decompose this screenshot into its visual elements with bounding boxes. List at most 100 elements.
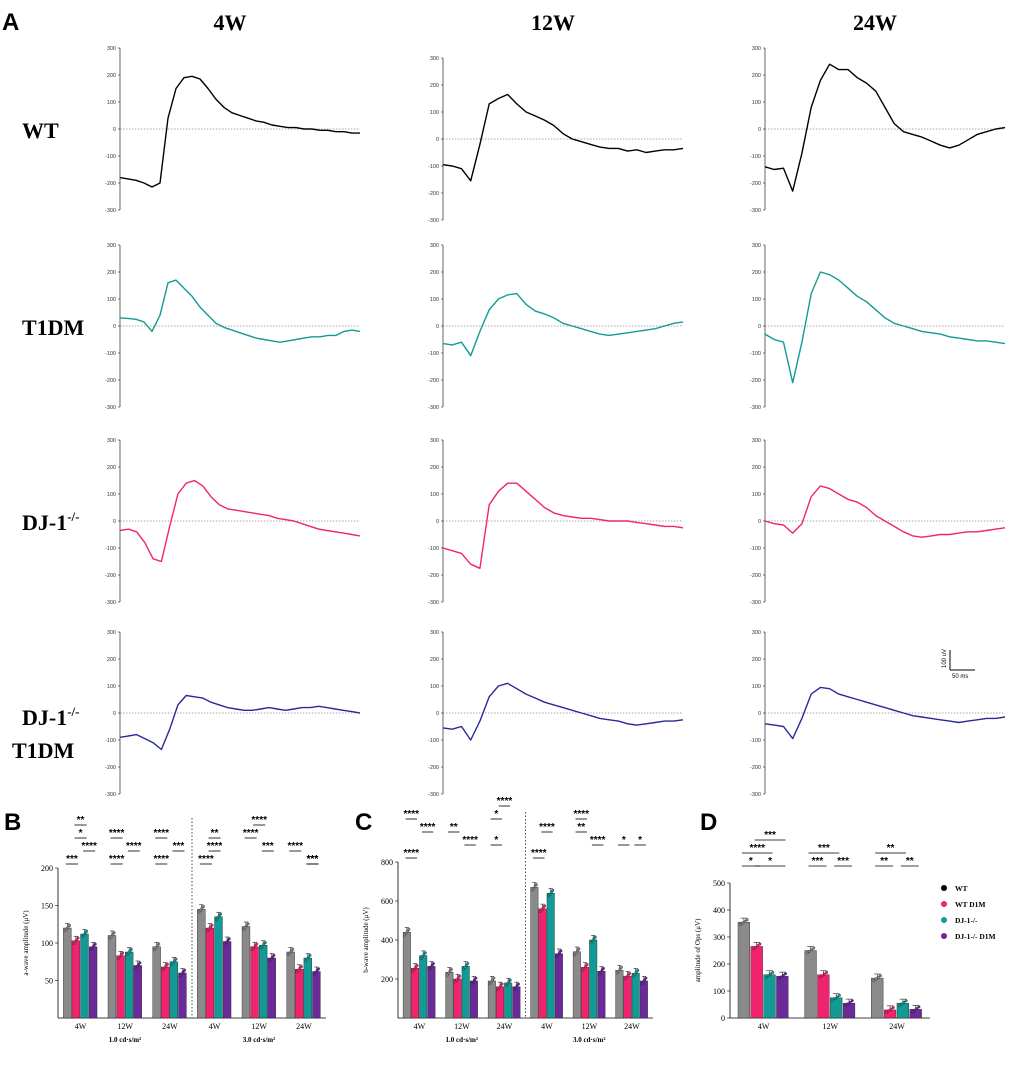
panel-label-d: D — [700, 809, 717, 836]
bar — [469, 980, 478, 1019]
row-head-dj1-t1dm-text: DJ-1 — [22, 705, 67, 730]
erg-ytick-label: -100 — [750, 154, 761, 160]
legend-marker — [941, 901, 947, 907]
x-tick-label: 12W — [117, 1022, 133, 1031]
bar — [63, 927, 72, 1019]
erg-ytick-label: 100 — [752, 100, 761, 106]
significance-label: * — [768, 856, 772, 867]
data-point — [758, 942, 762, 946]
erg-ytick-label: 200 — [430, 83, 439, 89]
erg-ytick-label: -100 — [750, 351, 761, 357]
legend-marker — [941, 933, 947, 939]
condition-label: 3.0 cd·s/m² — [243, 1036, 275, 1044]
bar — [538, 908, 547, 1019]
legend-label: WT — [955, 884, 968, 893]
bar — [133, 965, 142, 1019]
ytick-label: 400 — [713, 906, 725, 915]
row-head-wt: WT — [22, 118, 59, 143]
erg-trace — [442, 93, 684, 182]
erg-plot-3-2: 300 200 100 0 -100 -200 -300 — [750, 630, 1006, 798]
erg-ytick-label: 300 — [752, 243, 761, 249]
bar — [496, 986, 504, 1019]
erg-trace — [764, 271, 1006, 384]
data-point — [112, 931, 116, 935]
erg-trace — [119, 479, 361, 563]
legend-label: DJ-1-/- — [955, 916, 978, 925]
bar — [411, 968, 419, 1019]
bar — [303, 957, 312, 1019]
data-point — [601, 966, 605, 970]
erg-ytick-label: 0 — [758, 324, 761, 330]
erg-ytick-label: -200 — [105, 378, 116, 384]
significance-label: **** — [403, 809, 419, 820]
erg-ytick-label: -200 — [105, 181, 116, 187]
bar — [763, 974, 776, 1019]
data-point — [500, 982, 504, 986]
erg-ytick-label: -200 — [750, 573, 761, 579]
data-point — [210, 923, 214, 927]
data-point — [764, 975, 768, 979]
data-point — [93, 942, 97, 946]
bar — [487, 980, 496, 1019]
erg-ytick-label: -200 — [105, 765, 116, 771]
erg-trace — [442, 482, 684, 569]
erg-ytick-label: 300 — [107, 630, 116, 636]
erg-trace — [764, 485, 1006, 538]
erg-ytick-label: 100 — [430, 684, 439, 690]
erg-ytick-label: -100 — [428, 351, 439, 357]
erg-ytick-label: 200 — [752, 465, 761, 471]
significance-label: **** — [109, 828, 125, 839]
significance-label: **** — [153, 828, 169, 839]
bar — [453, 978, 462, 1019]
significance-label: **** — [420, 822, 436, 833]
data-point — [202, 905, 205, 908]
data-point — [825, 970, 829, 974]
bar — [445, 971, 454, 1019]
ytick-label: 150 — [41, 902, 53, 911]
data-point — [68, 923, 71, 927]
erg-ytick-label: 100 — [752, 684, 761, 690]
y-axis-label: b-wave amplitude (μV) — [362, 907, 370, 973]
data-point — [743, 919, 747, 923]
scale-bar-v-label: 100 uV — [942, 649, 948, 668]
data-point — [157, 942, 161, 946]
significance-label: *** — [764, 830, 776, 841]
significance-label: * — [638, 835, 642, 846]
data-point — [551, 888, 555, 892]
significance-label: **** — [403, 848, 419, 859]
bar — [312, 971, 321, 1019]
bar — [205, 927, 215, 1019]
significance-label: **** — [153, 854, 169, 865]
data-point — [449, 967, 453, 971]
bar — [88, 946, 98, 1019]
data-point — [138, 961, 142, 965]
data-point — [593, 935, 597, 939]
erg-ytick-label: -300 — [750, 208, 761, 214]
erg-plot-1-1: 300 200 100 0 -100 -200 -300 — [428, 243, 684, 411]
bar — [80, 933, 89, 1019]
x-tick-label: 24W — [162, 1022, 178, 1031]
erg-ytick-label: -300 — [750, 792, 761, 798]
significance-label: **** — [243, 828, 259, 839]
erg-ytick-label: 0 — [436, 137, 439, 143]
erg-ytick-label: -200 — [750, 181, 761, 187]
erg-ytick-label: 200 — [107, 73, 116, 79]
row-head-dj1-text: DJ-1 — [22, 510, 67, 535]
data-point — [769, 972, 773, 976]
erg-plot-0-2: 300 200 100 0 -100 -200 -300 — [750, 46, 1006, 214]
row-head-dj1-t1dm: DJ-1-/- — [22, 704, 80, 730]
erg-ytick-label: 300 — [752, 630, 761, 636]
data-point — [291, 947, 295, 951]
data-point — [889, 1007, 893, 1011]
erg-ytick-label: 200 — [430, 657, 439, 663]
data-point — [534, 883, 538, 886]
data-point — [423, 951, 427, 955]
erg-ytick-label: -300 — [105, 600, 116, 606]
y-axis-label: amplitude of Ops (μV) — [694, 918, 702, 982]
ytick-label: 800 — [381, 858, 393, 867]
erg-plot-3-1: 300 200 100 0 -100 -200 -300 — [428, 630, 684, 798]
data-point — [844, 1004, 848, 1008]
data-point — [807, 949, 811, 953]
data-point — [739, 923, 743, 927]
